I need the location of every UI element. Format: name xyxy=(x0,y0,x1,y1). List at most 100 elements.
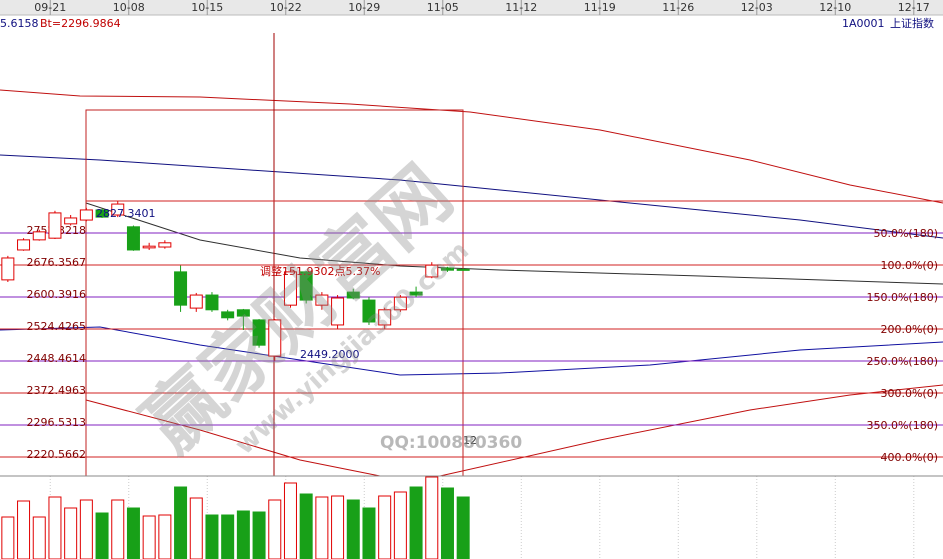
candles xyxy=(1,201,470,361)
symbol-name: 上证指数 xyxy=(890,16,934,30)
volume-bar xyxy=(268,499,282,559)
candle-body xyxy=(111,203,125,216)
volume-bar xyxy=(456,496,470,559)
y-tick-label: 2372.4963 xyxy=(27,384,87,397)
volume-bar xyxy=(236,510,250,559)
candle-body xyxy=(1,257,15,281)
y-tick-label: 2676.3567 xyxy=(27,256,87,269)
candle-body xyxy=(17,239,31,251)
volume-bar xyxy=(315,496,329,559)
volume-bar xyxy=(1,516,15,559)
volume-bar xyxy=(252,511,266,559)
x-tick-label: 10-15 xyxy=(191,1,223,14)
volume-bar xyxy=(79,499,93,559)
x-tick-label: 10-08 xyxy=(113,1,145,14)
candle-body xyxy=(205,294,219,311)
volume-bar xyxy=(393,491,407,559)
level-label: 400.0%(0) xyxy=(880,451,938,464)
x-tick-label: 10-29 xyxy=(348,1,380,14)
volume-bar xyxy=(158,514,172,559)
candle-body xyxy=(95,209,109,218)
level-label: 150.0%(180) xyxy=(866,291,938,304)
qq-label: QQ:100880360 xyxy=(380,433,522,453)
candle-body xyxy=(64,217,78,225)
candle-body xyxy=(221,311,235,319)
candle-body xyxy=(32,231,46,241)
y-tick-label: 2600.3916 xyxy=(27,288,87,301)
volumes xyxy=(1,476,470,559)
levels: 2752.321850.0%(180)2676.3567100.0%(0)260… xyxy=(0,224,943,464)
y-tick-label: 2448.4614 xyxy=(27,352,87,365)
candle-body xyxy=(456,268,470,271)
candle-body xyxy=(126,226,140,251)
candle-body xyxy=(79,209,93,221)
y-tick-label: 2296.5313 xyxy=(27,416,87,429)
volume-bar xyxy=(111,499,125,559)
volume-bar xyxy=(95,512,109,559)
candle-body xyxy=(315,294,329,306)
ma-line xyxy=(0,326,943,376)
y-tick-label: 2220.5662 xyxy=(27,448,87,461)
candle-body xyxy=(425,264,439,278)
ma-line xyxy=(85,202,943,285)
candle-body xyxy=(142,245,156,249)
volume-bar xyxy=(299,493,313,559)
volume-bar xyxy=(346,499,360,559)
candle-body xyxy=(362,299,376,323)
x-tick-label: 12-10 xyxy=(819,1,851,14)
level-label: 250.0%(180) xyxy=(866,355,938,368)
y-tick-label: 2524.4265 xyxy=(27,320,87,333)
x-tick-label: 11-12 xyxy=(505,1,537,14)
candle-body xyxy=(440,267,454,271)
count-label: 12 xyxy=(463,434,477,447)
ma-line xyxy=(0,89,943,204)
adjust-label: 调整151.9302点5.37% xyxy=(260,264,380,278)
volume-bar xyxy=(378,495,392,559)
x-tick-label: 11-05 xyxy=(427,1,459,14)
low-label: 2449.2000 xyxy=(300,348,360,361)
candle-body xyxy=(393,296,407,311)
candle-body xyxy=(252,319,266,346)
level-label: 50.0%(180) xyxy=(873,227,938,240)
x-tick-label: 09-21 xyxy=(34,1,66,14)
candle-body xyxy=(174,271,188,306)
candle-body xyxy=(236,309,250,317)
candle-body xyxy=(189,294,203,309)
ma-line xyxy=(0,154,943,239)
volume-bar xyxy=(64,507,78,559)
volume-bar xyxy=(32,516,46,559)
level-label: 100.0%(0) xyxy=(880,259,938,272)
volume-bar xyxy=(283,482,297,559)
candle-body xyxy=(331,297,345,326)
x-tick-label: 12-17 xyxy=(898,1,930,14)
volume-bar xyxy=(409,486,423,559)
x-tick-label: 11-26 xyxy=(662,1,694,14)
volume-bar xyxy=(142,515,156,559)
candle-body xyxy=(409,291,423,296)
ma-line xyxy=(85,399,381,477)
candle-body xyxy=(48,212,62,239)
candle-body xyxy=(346,291,360,299)
x-tick-label: 11-19 xyxy=(584,1,616,14)
candle-body xyxy=(283,271,297,306)
volume-bar xyxy=(205,514,219,559)
volume-bar xyxy=(425,476,439,559)
high-label: 2827.3401 xyxy=(96,207,156,220)
volume-bar xyxy=(362,507,376,559)
volume-bar xyxy=(221,514,235,559)
level-label: 200.0%(0) xyxy=(880,323,938,336)
volume-bar xyxy=(48,496,62,559)
volume-bar xyxy=(331,495,345,559)
x-tick-label: 12-03 xyxy=(741,1,773,14)
header-bt: Bt=2296.9864 xyxy=(40,17,121,30)
candle-body xyxy=(158,242,172,248)
symbol: 1A0001 xyxy=(842,17,885,30)
vertical-grid: 09-21 10-08 10-15 10-22 10-29 11-05 11-12 11-19… xyxy=(34,0,930,559)
date-bar xyxy=(0,0,943,15)
level-label: 350.0%(180) xyxy=(866,419,938,432)
volume-bar xyxy=(174,486,188,559)
volume-bar xyxy=(17,500,31,559)
ma-line xyxy=(439,384,943,477)
header-code: 5.6158 xyxy=(0,17,39,30)
